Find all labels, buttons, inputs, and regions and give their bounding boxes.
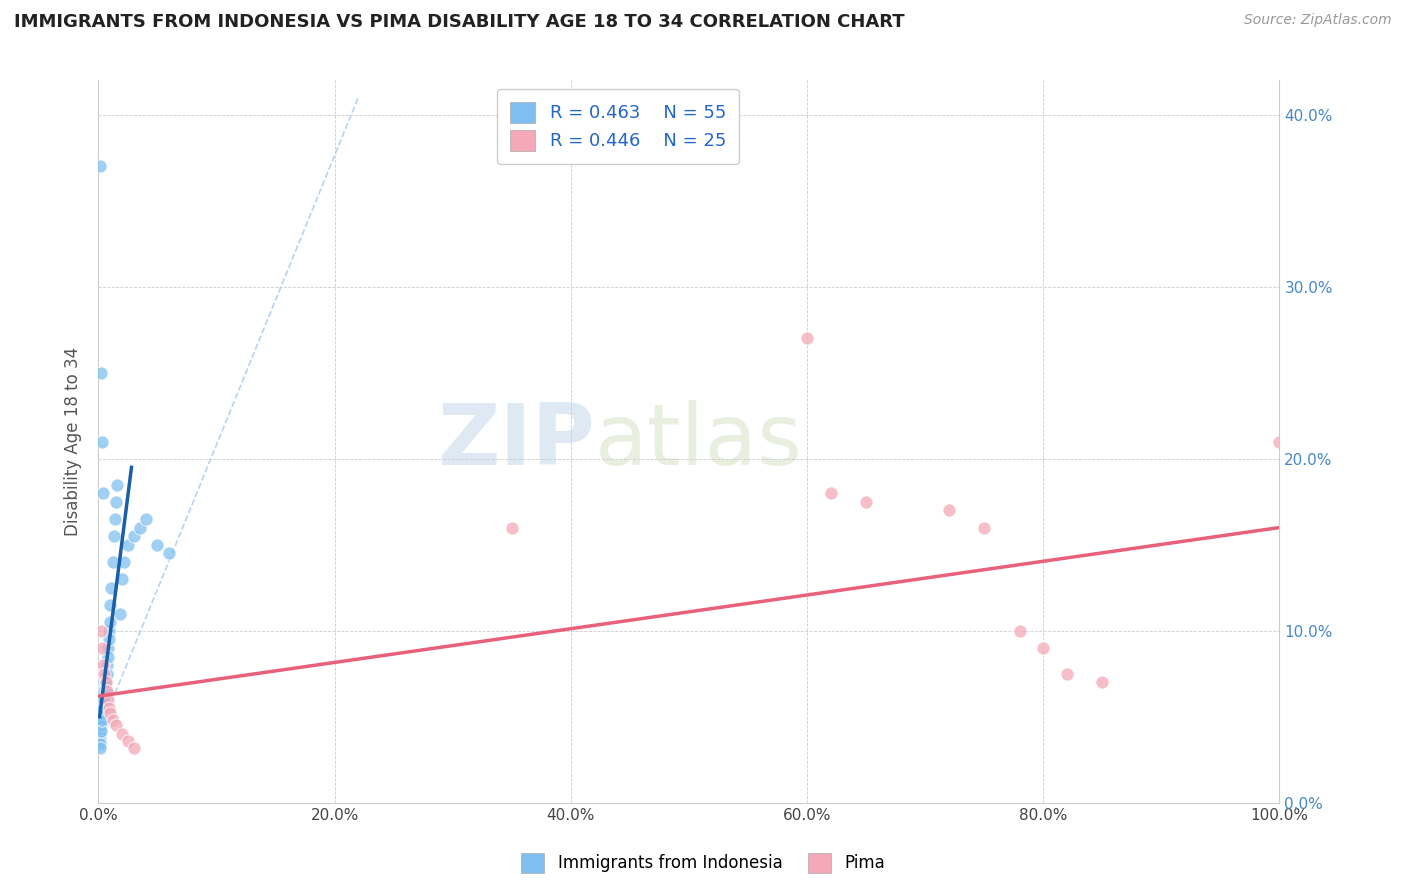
Point — [122, 740, 145, 755]
Point — [90, 701, 112, 715]
Point — [90, 366, 112, 380]
Point — [796, 331, 818, 345]
Point — [98, 598, 121, 612]
Point — [90, 723, 112, 738]
Point — [96, 666, 118, 681]
Point — [91, 658, 114, 673]
Point — [97, 640, 120, 655]
Point — [91, 434, 114, 449]
Point — [90, 706, 112, 721]
Point — [90, 713, 112, 727]
Point — [94, 666, 117, 681]
Point — [93, 675, 115, 690]
Point — [91, 640, 114, 655]
Text: atlas: atlas — [595, 400, 803, 483]
Point — [146, 538, 169, 552]
Point — [97, 649, 120, 664]
Point — [89, 731, 111, 745]
Point — [93, 684, 115, 698]
Point — [94, 684, 117, 698]
Point — [122, 529, 145, 543]
Point — [117, 538, 139, 552]
Point — [101, 713, 124, 727]
Point — [89, 716, 111, 731]
Point — [157, 546, 180, 560]
Point — [91, 713, 114, 727]
Point — [98, 632, 121, 647]
Point — [973, 520, 995, 534]
Point — [1056, 666, 1078, 681]
Point — [111, 727, 134, 741]
Point — [105, 718, 128, 732]
Text: IMMIGRANTS FROM INDONESIA VS PIMA DISABILITY AGE 18 TO 34 CORRELATION CHART: IMMIGRANTS FROM INDONESIA VS PIMA DISABI… — [14, 13, 904, 31]
Point — [938, 503, 960, 517]
Point — [91, 684, 114, 698]
Point — [96, 658, 118, 673]
Point — [117, 734, 139, 748]
Point — [89, 710, 111, 724]
Y-axis label: Disability Age 18 to 34: Disability Age 18 to 34 — [65, 347, 83, 536]
Point — [108, 607, 131, 621]
Point — [89, 734, 111, 748]
Point — [89, 737, 111, 751]
Point — [91, 692, 114, 706]
Point — [1268, 434, 1291, 449]
Point — [104, 512, 127, 526]
Legend: R = 0.463    N = 55, R = 0.446    N = 25: R = 0.463 N = 55, R = 0.446 N = 25 — [498, 89, 738, 163]
Point — [98, 706, 121, 721]
Point — [89, 727, 111, 741]
Point — [97, 692, 120, 706]
Point — [91, 486, 114, 500]
Point — [1008, 624, 1031, 638]
Point — [135, 512, 157, 526]
Point — [105, 477, 128, 491]
Point — [103, 529, 125, 543]
Point — [90, 624, 112, 638]
Point — [93, 692, 115, 706]
Point — [91, 706, 114, 721]
Point — [100, 581, 122, 595]
Point — [94, 675, 117, 690]
Point — [89, 723, 111, 738]
Point — [91, 699, 114, 714]
Point — [111, 572, 134, 586]
Point — [98, 615, 121, 630]
Point — [105, 494, 128, 508]
Point — [89, 740, 111, 755]
Point — [1032, 640, 1054, 655]
Point — [1091, 675, 1114, 690]
Point — [112, 555, 135, 569]
Point — [89, 720, 111, 734]
Point — [91, 701, 114, 715]
Point — [128, 520, 150, 534]
Point — [91, 692, 114, 706]
Text: ZIP: ZIP — [437, 400, 595, 483]
Point — [96, 684, 118, 698]
Point — [820, 486, 842, 500]
Point — [89, 713, 111, 727]
Point — [101, 555, 124, 569]
Point — [90, 718, 112, 732]
Point — [98, 701, 121, 715]
Point — [89, 159, 111, 173]
Point — [855, 494, 877, 508]
Point — [98, 624, 121, 638]
Point — [501, 520, 523, 534]
Point — [93, 666, 115, 681]
Text: Source: ZipAtlas.com: Source: ZipAtlas.com — [1244, 13, 1392, 28]
Point — [94, 675, 117, 690]
Legend: Immigrants from Indonesia, Pima: Immigrants from Indonesia, Pima — [515, 847, 891, 880]
